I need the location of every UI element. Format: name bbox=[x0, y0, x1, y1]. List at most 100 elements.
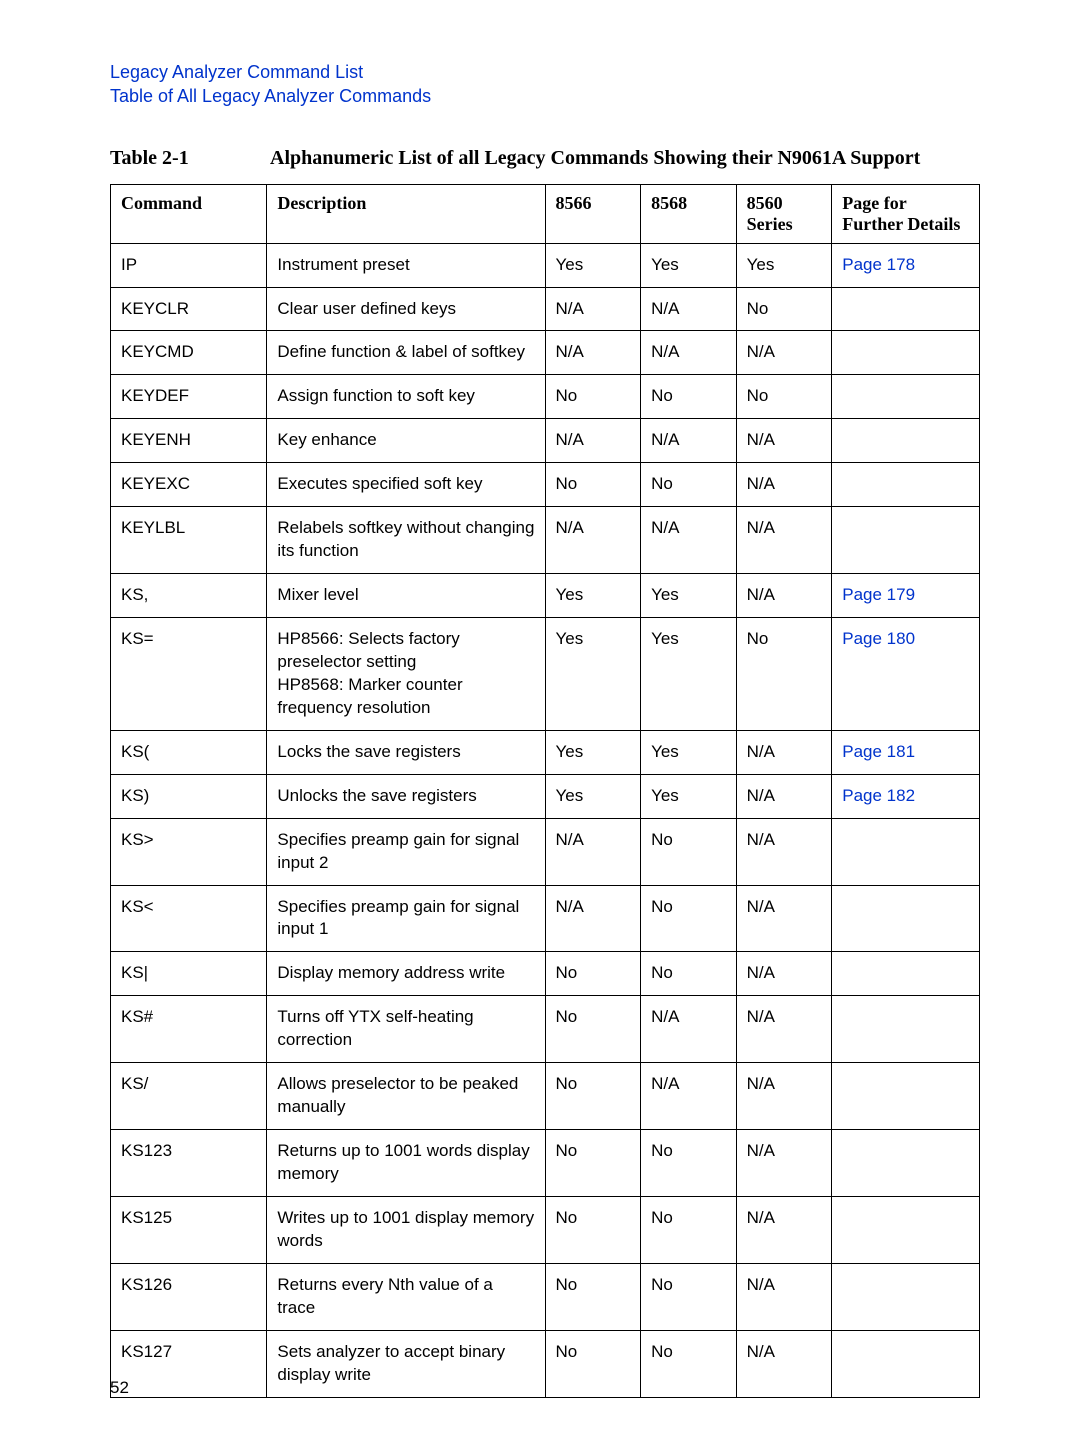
table-row: KS<Specifies preamp gain for signal inpu… bbox=[111, 885, 980, 952]
cell-8560: N/A bbox=[736, 1063, 832, 1130]
table-row: KEYEXCExecutes specified soft keyNoNoN/A bbox=[111, 463, 980, 507]
cell-8560: Yes bbox=[736, 243, 832, 287]
cell-8566: Yes bbox=[545, 774, 641, 818]
cell-8560: N/A bbox=[736, 463, 832, 507]
cell-8566: Yes bbox=[545, 243, 641, 287]
table-body: IPInstrument presetYesYesYesPage 178KEYC… bbox=[111, 243, 980, 1397]
cell-8560: N/A bbox=[736, 507, 832, 574]
cell-8560: N/A bbox=[736, 774, 832, 818]
cell-page bbox=[832, 463, 980, 507]
cell-8566: N/A bbox=[545, 885, 641, 952]
cell-page bbox=[832, 885, 980, 952]
page-number: 52 bbox=[110, 1378, 129, 1398]
table-row: KS123Returns up to 1001 words display me… bbox=[111, 1130, 980, 1197]
cell-page[interactable]: Page 178 bbox=[832, 243, 980, 287]
cell-8568: Yes bbox=[641, 730, 737, 774]
cell-8566: N/A bbox=[545, 331, 641, 375]
cell-page[interactable]: Page 180 bbox=[832, 618, 980, 731]
cell-8566: N/A bbox=[545, 818, 641, 885]
cell-description: Clear user defined keys bbox=[267, 287, 545, 331]
col-command: Command bbox=[111, 184, 267, 243]
cell-8568: Yes bbox=[641, 774, 737, 818]
cell-8566: Yes bbox=[545, 730, 641, 774]
cell-description: Turns off YTX self-heating correction bbox=[267, 996, 545, 1063]
cell-description: Executes specified soft key bbox=[267, 463, 545, 507]
cell-8560: N/A bbox=[736, 574, 832, 618]
cell-description: Writes up to 1001 display memory words bbox=[267, 1196, 545, 1263]
table-row: IPInstrument presetYesYesYesPage 178 bbox=[111, 243, 980, 287]
cell-page[interactable]: Page 181 bbox=[832, 730, 980, 774]
cell-command: KS) bbox=[111, 774, 267, 818]
cell-description: Specifies preamp gain for signal input 2 bbox=[267, 818, 545, 885]
table-row: KS125Writes up to 1001 display memory wo… bbox=[111, 1196, 980, 1263]
table-row: KEYDEFAssign function to soft keyNoNoNo bbox=[111, 375, 980, 419]
cell-8560: N/A bbox=[736, 1130, 832, 1197]
cell-8560: N/A bbox=[736, 818, 832, 885]
cell-description: Instrument preset bbox=[267, 243, 545, 287]
cell-command: KS= bbox=[111, 618, 267, 731]
cell-page bbox=[832, 1063, 980, 1130]
cell-page bbox=[832, 507, 980, 574]
cell-8560: N/A bbox=[736, 1196, 832, 1263]
cell-page bbox=[832, 952, 980, 996]
cell-page bbox=[832, 287, 980, 331]
section-link[interactable]: Table of All Legacy Analyzer Commands bbox=[110, 84, 980, 108]
cell-8568: Yes bbox=[641, 618, 737, 731]
cell-command: KS/ bbox=[111, 1063, 267, 1130]
cell-8568: N/A bbox=[641, 287, 737, 331]
cell-page bbox=[832, 1196, 980, 1263]
cell-description: Unlocks the save registers bbox=[267, 774, 545, 818]
cell-page bbox=[832, 818, 980, 885]
cell-8560: N/A bbox=[736, 952, 832, 996]
cell-8566: No bbox=[545, 1130, 641, 1197]
cell-command: KEYCLR bbox=[111, 287, 267, 331]
cell-description: Key enhance bbox=[267, 419, 545, 463]
cell-description: Locks the save registers bbox=[267, 730, 545, 774]
table-row: KEYENHKey enhanceN/AN/AN/A bbox=[111, 419, 980, 463]
cell-8560: N/A bbox=[736, 1263, 832, 1330]
table-row: KEYCLRClear user defined keysN/AN/ANo bbox=[111, 287, 980, 331]
cell-8560: No bbox=[736, 375, 832, 419]
cell-page[interactable]: Page 182 bbox=[832, 774, 980, 818]
cell-8560: N/A bbox=[736, 1330, 832, 1397]
col-8560: 8560 Series bbox=[736, 184, 832, 243]
cell-8568: N/A bbox=[641, 419, 737, 463]
chapter-link[interactable]: Legacy Analyzer Command List bbox=[110, 60, 980, 84]
cell-page bbox=[832, 1330, 980, 1397]
document-page: Legacy Analyzer Command List Table of Al… bbox=[0, 0, 1080, 1438]
cell-8566: No bbox=[545, 1196, 641, 1263]
col-8566: 8566 bbox=[545, 184, 641, 243]
cell-8568: Yes bbox=[641, 243, 737, 287]
cell-8566: No bbox=[545, 952, 641, 996]
cell-description: Sets analyzer to accept binary display w… bbox=[267, 1330, 545, 1397]
cell-8568: No bbox=[641, 818, 737, 885]
cell-command: KEYENH bbox=[111, 419, 267, 463]
cell-8560: N/A bbox=[736, 996, 832, 1063]
cell-page bbox=[832, 996, 980, 1063]
cell-8568: No bbox=[641, 952, 737, 996]
cell-command: KS( bbox=[111, 730, 267, 774]
cell-8566: Yes bbox=[545, 618, 641, 731]
cell-8568: No bbox=[641, 1196, 737, 1263]
cell-8566: N/A bbox=[545, 287, 641, 331]
cell-8568: No bbox=[641, 1263, 737, 1330]
cell-command: KS123 bbox=[111, 1130, 267, 1197]
cell-8560: No bbox=[736, 618, 832, 731]
cell-description: Specifies preamp gain for signal input 1 bbox=[267, 885, 545, 952]
cell-8566: N/A bbox=[545, 419, 641, 463]
cell-page bbox=[832, 1263, 980, 1330]
cell-command: KS127 bbox=[111, 1330, 267, 1397]
cell-8560: N/A bbox=[736, 885, 832, 952]
cell-8566: No bbox=[545, 375, 641, 419]
cell-command: IP bbox=[111, 243, 267, 287]
table-row: KS)Unlocks the save registersYesYesN/APa… bbox=[111, 774, 980, 818]
cell-page[interactable]: Page 179 bbox=[832, 574, 980, 618]
cell-8568: N/A bbox=[641, 507, 737, 574]
cell-8560: N/A bbox=[736, 419, 832, 463]
col-description: Description bbox=[267, 184, 545, 243]
cell-command: KS> bbox=[111, 818, 267, 885]
cell-8560: N/A bbox=[736, 730, 832, 774]
table-number: Table 2-1 bbox=[110, 147, 270, 170]
cell-description: HP8566: Selects factory preselector sett… bbox=[267, 618, 545, 731]
cell-8566: No bbox=[545, 1330, 641, 1397]
